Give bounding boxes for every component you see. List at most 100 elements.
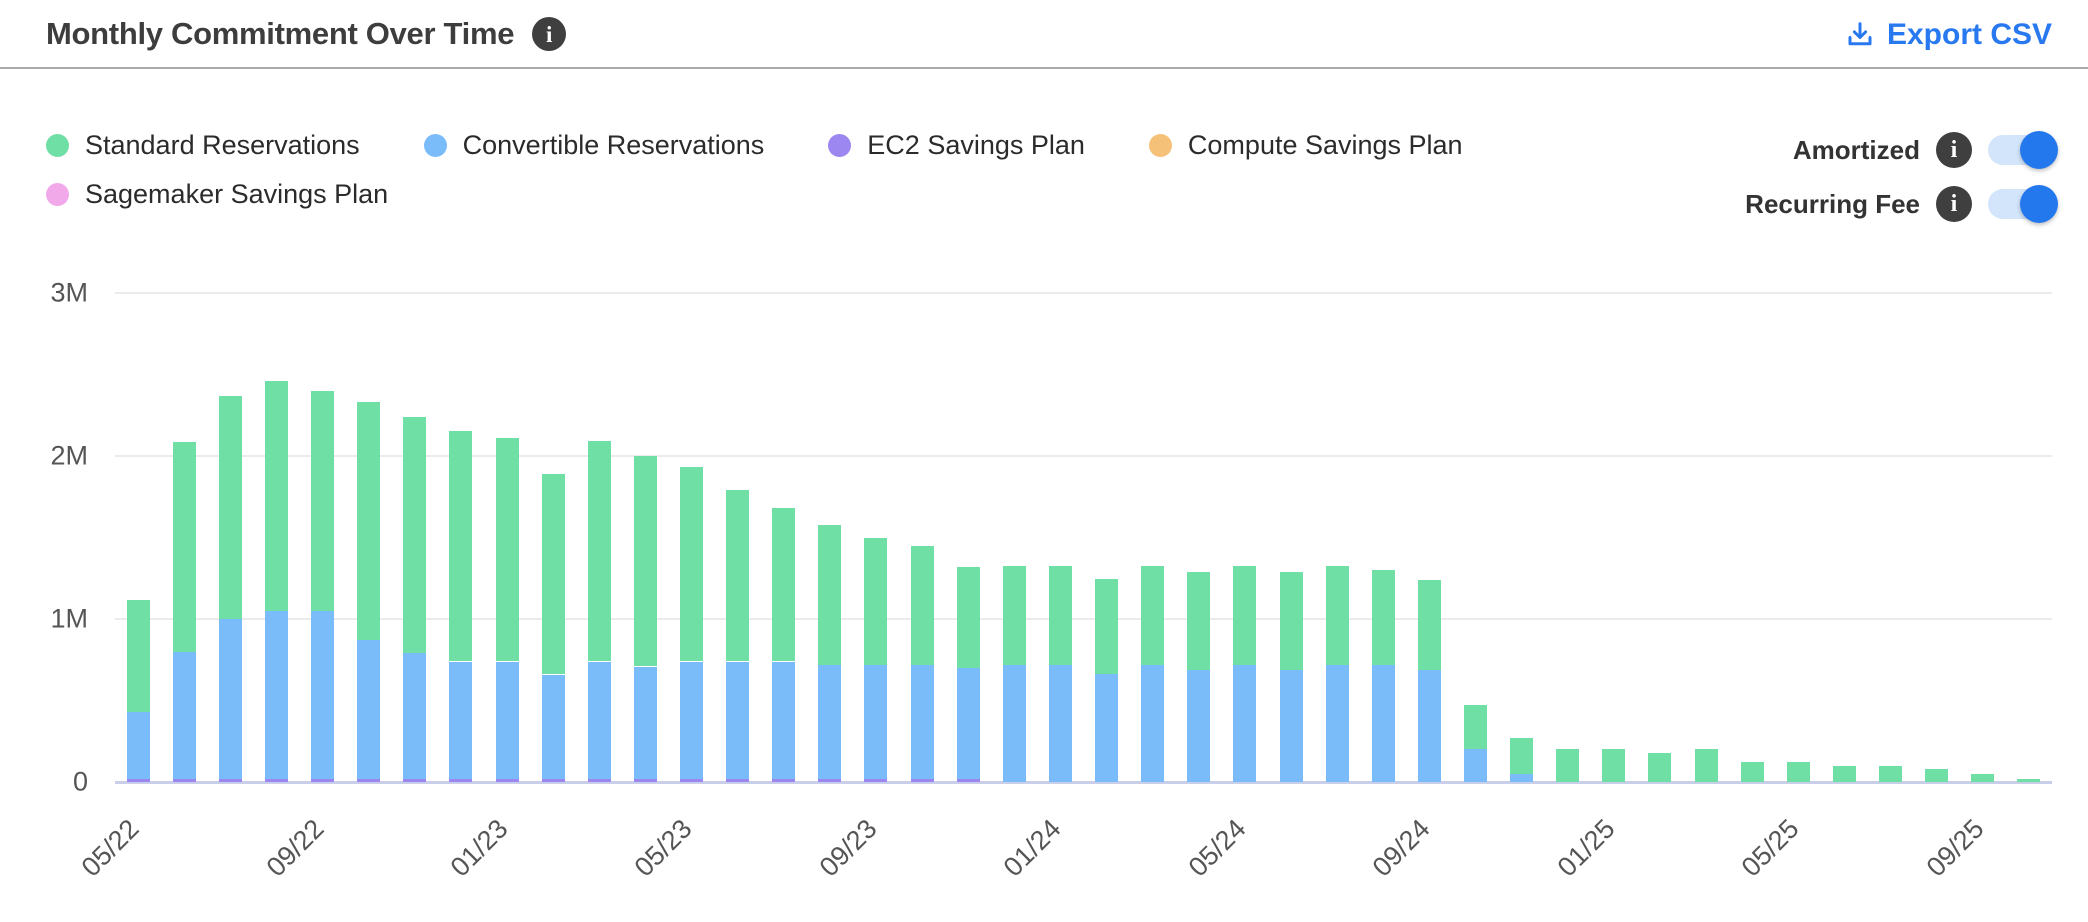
- bar-segment[interactable]: [1879, 766, 1902, 782]
- bar-segment[interactable]: [403, 779, 426, 782]
- bar-segment[interactable]: [127, 600, 150, 712]
- bar-segment[interactable]: [1187, 670, 1210, 782]
- bar-segment[interactable]: [357, 779, 380, 782]
- bar-segment[interactable]: [449, 431, 472, 661]
- bar-segment[interactable]: [588, 779, 611, 782]
- bar-segment[interactable]: [1833, 766, 1856, 782]
- bar-segment[interactable]: [1280, 670, 1303, 782]
- bar-segment[interactable]: [818, 779, 841, 782]
- bar-segment[interactable]: [772, 779, 795, 782]
- bar-segment[interactable]: [1418, 670, 1441, 782]
- legend-item[interactable]: Standard Reservations: [46, 130, 360, 161]
- bar-segment[interactable]: [911, 665, 934, 779]
- bar-segment[interactable]: [1787, 762, 1810, 782]
- bar-segment[interactable]: [726, 662, 749, 779]
- bar-segment[interactable]: [311, 391, 334, 611]
- bar-segment[interactable]: [772, 662, 795, 779]
- info-icon[interactable]: i: [1936, 186, 1972, 222]
- bar-segment[interactable]: [1233, 665, 1256, 782]
- bar-segment[interactable]: [680, 779, 703, 782]
- bar-segment[interactable]: [588, 662, 611, 779]
- bar-segment[interactable]: [403, 417, 426, 653]
- bar-segment[interactable]: [864, 779, 887, 782]
- bar-segment[interactable]: [957, 668, 980, 779]
- bar-segment[interactable]: [449, 662, 472, 779]
- bar-segment[interactable]: [1003, 665, 1026, 782]
- bar-segment[interactable]: [173, 779, 196, 782]
- title-info-icon[interactable]: i: [532, 17, 567, 51]
- bar-segment[interactable]: [449, 779, 472, 782]
- bar-segment[interactable]: [219, 779, 242, 782]
- bar-segment[interactable]: [1556, 749, 1579, 782]
- bar-segment[interactable]: [1602, 749, 1625, 782]
- bar-segment[interactable]: [1695, 749, 1718, 782]
- bar-segment[interactable]: [1510, 738, 1533, 774]
- toggle-switch[interactable]: [1988, 185, 2058, 223]
- bar-segment[interactable]: [1326, 566, 1349, 665]
- bar-segment[interactable]: [173, 652, 196, 779]
- bar-segment[interactable]: [1464, 749, 1487, 782]
- bar-segment[interactable]: [265, 611, 288, 779]
- bar-segment[interactable]: [403, 653, 426, 779]
- bar-segment[interactable]: [1326, 665, 1349, 782]
- bar-segment[interactable]: [1141, 566, 1164, 665]
- legend-item[interactable]: EC2 Savings Plan: [828, 130, 1085, 161]
- bar-segment[interactable]: [219, 396, 242, 619]
- toggle-switch[interactable]: [1988, 131, 2058, 169]
- bar-segment[interactable]: [634, 667, 657, 779]
- bar-segment[interactable]: [864, 665, 887, 779]
- bar-segment[interactable]: [1418, 580, 1441, 670]
- bar-segment[interactable]: [311, 611, 334, 779]
- bar-segment[interactable]: [680, 662, 703, 779]
- bar-segment[interactable]: [127, 712, 150, 779]
- bar-segment[interactable]: [1464, 705, 1487, 749]
- bar-segment[interactable]: [726, 490, 749, 661]
- bar-segment[interactable]: [911, 779, 934, 782]
- bar-segment[interactable]: [818, 525, 841, 665]
- bar-segment[interactable]: [1233, 566, 1256, 665]
- bar-segment[interactable]: [311, 779, 334, 782]
- bar-segment[interactable]: [1095, 579, 1118, 674]
- bar-segment[interactable]: [634, 779, 657, 782]
- bar-segment[interactable]: [726, 779, 749, 782]
- bar-segment[interactable]: [818, 665, 841, 779]
- bar-segment[interactable]: [1971, 774, 1994, 782]
- bar-segment[interactable]: [357, 402, 380, 640]
- bar-segment[interactable]: [680, 467, 703, 661]
- export-csv-button[interactable]: Export CSV: [1845, 18, 2052, 52]
- legend-item[interactable]: Sagemaker Savings Plan: [46, 179, 388, 210]
- bar-segment[interactable]: [911, 546, 934, 665]
- bar-segment[interactable]: [1095, 674, 1118, 782]
- bar-segment[interactable]: [357, 640, 380, 779]
- bar-segment[interactable]: [1510, 774, 1533, 782]
- bar-segment[interactable]: [634, 456, 657, 666]
- bar-segment[interactable]: [2017, 779, 2040, 782]
- bar-segment[interactable]: [864, 538, 887, 665]
- bar-segment[interactable]: [1280, 572, 1303, 670]
- bar-segment[interactable]: [957, 779, 980, 782]
- bar-segment[interactable]: [265, 779, 288, 782]
- bar-segment[interactable]: [1741, 762, 1764, 782]
- bar-segment[interactable]: [1049, 665, 1072, 782]
- info-icon[interactable]: i: [1936, 132, 1972, 168]
- bar-segment[interactable]: [173, 442, 196, 652]
- bar-segment[interactable]: [1141, 665, 1164, 782]
- bar-segment[interactable]: [1648, 753, 1671, 782]
- bar-segment[interactable]: [127, 779, 150, 782]
- bar-segment[interactable]: [772, 508, 795, 661]
- bar-segment[interactable]: [496, 438, 519, 661]
- bar-segment[interactable]: [588, 441, 611, 661]
- legend-item[interactable]: Convertible Reservations: [423, 130, 764, 161]
- bar-segment[interactable]: [219, 619, 242, 779]
- bar-segment[interactable]: [496, 779, 519, 782]
- bar-segment[interactable]: [265, 381, 288, 611]
- bar-segment[interactable]: [542, 779, 565, 782]
- legend-item[interactable]: Compute Savings Plan: [1148, 130, 1463, 161]
- bar-segment[interactable]: [542, 675, 565, 779]
- bar-segment[interactable]: [957, 567, 980, 668]
- bar-segment[interactable]: [1925, 769, 1948, 782]
- bar-segment[interactable]: [1372, 570, 1395, 665]
- bar-segment[interactable]: [1372, 665, 1395, 782]
- bar-segment[interactable]: [1187, 572, 1210, 670]
- bar-segment[interactable]: [496, 662, 519, 779]
